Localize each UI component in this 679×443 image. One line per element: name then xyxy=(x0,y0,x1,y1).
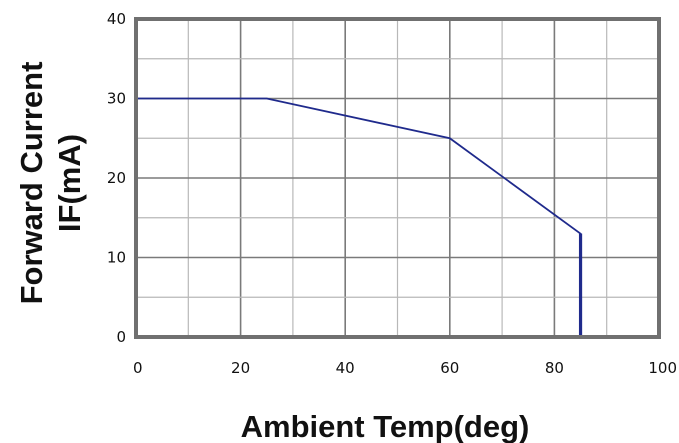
x-tick-label: 40 xyxy=(336,359,355,377)
x-tick-label: 20 xyxy=(231,359,250,377)
y-axis-title-line-1: Forward Current xyxy=(14,62,49,305)
grid xyxy=(136,19,659,337)
y-tick-label: 0 xyxy=(116,328,126,346)
x-tick-label: 0 xyxy=(133,359,143,377)
y-tick-label: 10 xyxy=(107,249,126,267)
x-tick-label: 60 xyxy=(440,359,459,377)
x-tick-label: 80 xyxy=(545,359,564,377)
x-axis-title: Ambient Temp(deg) xyxy=(241,409,530,443)
x-tick-label: 100 xyxy=(648,359,677,377)
y-axis-title-line-2: IF(mA) xyxy=(52,134,87,232)
y-tick-label: 40 xyxy=(107,10,126,28)
series-group xyxy=(136,97,583,337)
y-tick-label: 30 xyxy=(107,90,126,108)
plot-border xyxy=(134,17,661,339)
y-tick-label: 20 xyxy=(107,169,126,187)
tick-labels: 0 10 20 30 40 0 20 40 60 80 100 xyxy=(107,10,677,377)
plot-frame xyxy=(134,17,661,339)
